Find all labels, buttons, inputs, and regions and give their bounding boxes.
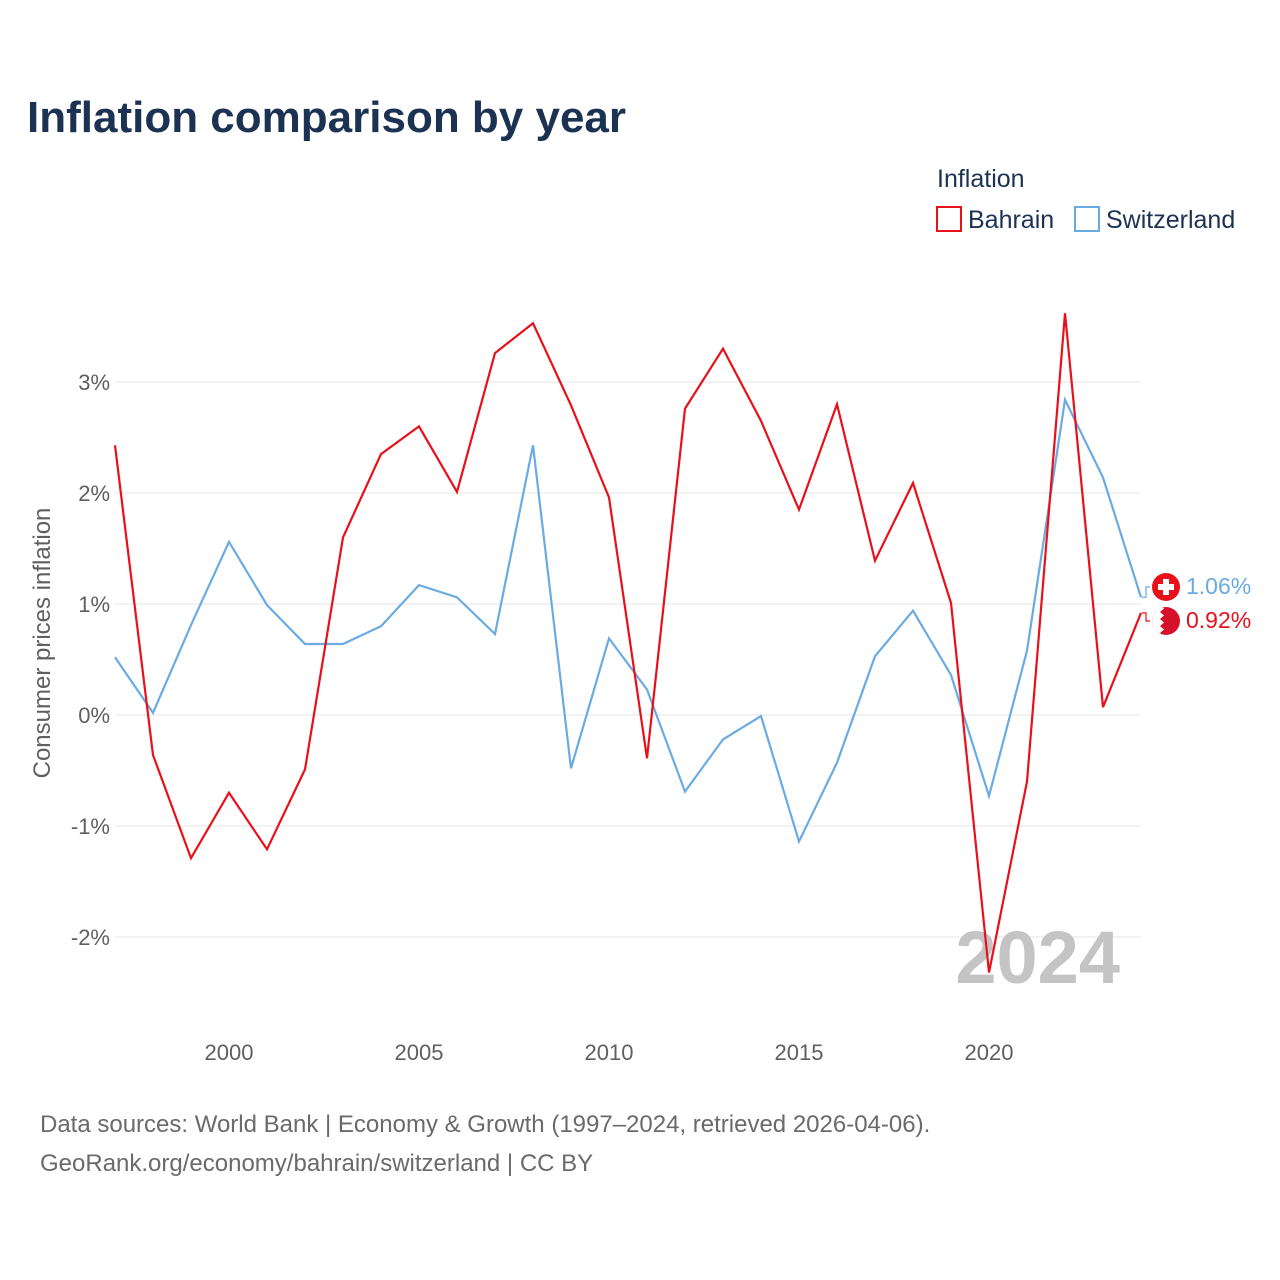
y-tick-label: -1% — [71, 814, 110, 839]
y-tick-label: 2% — [78, 481, 110, 506]
y-tick-label: 0% — [78, 703, 110, 728]
legend: Inflation Bahrain Switzerland — [936, 165, 1235, 234]
series-line-bahrain — [113, 313, 1143, 973]
x-tick-label: 2015 — [775, 1040, 824, 1065]
switzerland-flag-icon — [1152, 573, 1180, 601]
x-tick-label: 2005 — [395, 1040, 444, 1065]
switzerland-end-label: 1.06% — [1186, 573, 1251, 599]
bahrain-flag-icon — [1152, 607, 1180, 635]
y-axis-ticks: -2% -1% 0% 1% 2% 3% — [71, 370, 110, 950]
x-axis-ticks: 2000 2005 2010 2015 2020 — [205, 1040, 1014, 1065]
page-title: Inflation comparison by year — [27, 93, 626, 142]
legend-swatch-bahrain — [936, 206, 962, 232]
x-tick-label: 2000 — [205, 1040, 254, 1065]
legend-swatch-switzerland — [1074, 206, 1100, 232]
switzerland-leader-line — [1142, 586, 1150, 598]
y-tick-label: 1% — [78, 592, 110, 617]
y-tick-label: -2% — [71, 925, 110, 950]
legend-title: Inflation — [937, 165, 1025, 193]
source-line-2: GeoRank.org/economy/bahrain/switzerland … — [40, 1150, 593, 1177]
x-tick-label: 2020 — [965, 1040, 1014, 1065]
legend-label-switzerland: Switzerland — [1106, 206, 1235, 234]
series-lines — [113, 313, 1143, 973]
source-line-1: Data sources: World Bank | Economy & Gro… — [40, 1111, 930, 1138]
end-labels: 1.06% 0.92% — [1142, 573, 1251, 635]
y-tick-label: 3% — [78, 370, 110, 395]
bahrain-end-label: 0.92% — [1186, 607, 1251, 633]
watermark-year: 2024 — [955, 916, 1120, 999]
y-axis-title: Consumer prices inflation — [29, 508, 56, 779]
legend-label-bahrain: Bahrain — [968, 206, 1054, 234]
gridlines — [115, 381, 1141, 938]
series-line-switzerland — [114, 396, 1143, 845]
bahrain-leader-line — [1142, 612, 1150, 622]
x-tick-label: 2010 — [585, 1040, 634, 1065]
